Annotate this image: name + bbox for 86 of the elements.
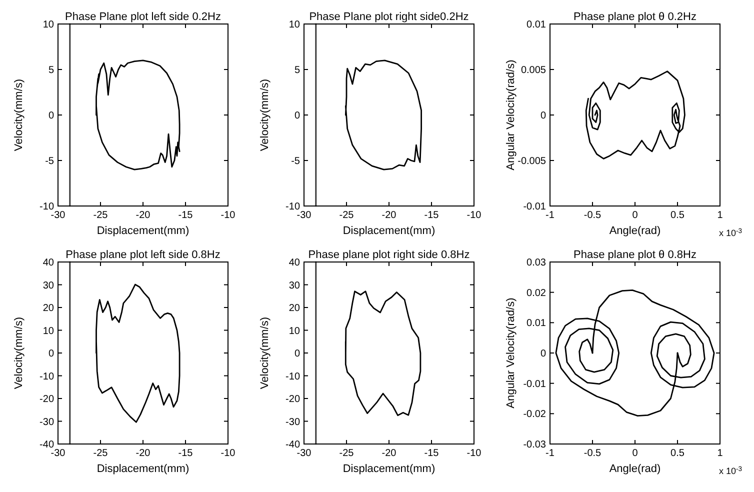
y-tick-label: -30	[40, 416, 54, 428]
x-tick-label: 0	[632, 448, 638, 459]
y-axis-title: Velocity(mm/s)	[259, 78, 271, 152]
y-tick-label: 0.02	[526, 288, 546, 299]
y-tick-label: 0	[540, 348, 546, 360]
y-tick-label: -0.005	[518, 156, 546, 167]
x-tick-label: -25	[339, 448, 354, 459]
x-axis-title: Displacement(mm)	[342, 463, 436, 475]
x-axis-title: Angle(rad)	[609, 463, 661, 475]
y-tick-label: -10	[286, 202, 300, 212]
y-tick-label: 30	[42, 280, 54, 292]
chart-title: Phase Plane plot right side0.2Hz	[309, 11, 469, 23]
x-tick-label: 1	[717, 448, 724, 459]
y-axis-title: Velocity(mm/s)	[13, 316, 25, 390]
y-tick-label: -20	[286, 394, 300, 405]
y-tick-label: -20	[40, 394, 54, 405]
chart-title: Phase plane plot right side 0.8Hz	[308, 249, 470, 261]
y-tick-label: 40	[288, 258, 300, 268]
x-tick-label: -20	[136, 448, 151, 459]
y-tick-label: 0.01	[526, 318, 546, 330]
y-axis-title: Angular Velocity(rad/s)	[505, 60, 517, 170]
text: x 10$^{-3}$	[718, 228, 742, 238]
y-tick-label: -5	[45, 156, 54, 167]
y-axis-title: Velocity(mm/s)	[259, 316, 271, 390]
y-tick-label: -0.01	[523, 378, 546, 390]
x-tick-label: 0.5	[670, 210, 685, 221]
y-tick-label: -10	[286, 371, 300, 382]
x-axis-title: Displacement(mm)	[342, 225, 436, 237]
chart-title: Phase plane plot θ 0.8Hz	[574, 249, 696, 261]
y-tick-label: -0.03	[523, 440, 546, 450]
y-tick-label: -30	[286, 416, 300, 428]
y-tick-label: 10	[288, 326, 300, 337]
y-tick-label: -40	[40, 440, 54, 450]
x-tick-label: 0	[632, 210, 638, 221]
y-tick-label: 20	[42, 303, 54, 314]
y-tick-label: 40	[42, 258, 54, 268]
x-tick-label: -25	[93, 448, 108, 459]
x-tick-label: -25	[93, 210, 108, 221]
x-tick-label: -20	[382, 210, 397, 221]
text: x 10$^{-3}$	[718, 466, 742, 476]
y-tick-label: -40	[286, 440, 300, 450]
y-tick-label: 10	[42, 326, 54, 337]
x-tick-label: -1	[546, 448, 555, 459]
y-tick-label: -10	[40, 371, 54, 382]
x-tick-label: -15	[424, 210, 440, 221]
y-tick-label: -0.02	[523, 409, 546, 420]
x-tick-label: -15	[424, 448, 440, 459]
x-tick-label: -0.5	[584, 448, 602, 459]
x-tick-label: -10	[220, 210, 236, 221]
y-tick-label: 0	[48, 110, 54, 122]
y-tick-label: 0	[48, 348, 54, 360]
chart-title: Phase plane plot θ 0.2Hz	[574, 11, 696, 23]
y-tick-label: -0.01	[523, 202, 546, 212]
x-tick-label: -20	[136, 210, 151, 221]
y-tick-label: 0	[294, 348, 300, 360]
x-axis-title: Displacement(mm)	[96, 225, 190, 237]
y-tick-label: 0	[294, 110, 300, 122]
y-tick-label: -10	[40, 202, 54, 212]
x-tick-label: -10	[220, 448, 236, 459]
chart-title: Phase plane plot left side 0.8Hz	[66, 249, 220, 261]
y-tick-label: 10	[288, 20, 300, 30]
y-tick-label: 0.03	[526, 258, 546, 268]
y-tick-label: 0	[540, 110, 546, 122]
x-tick-label: -1	[546, 210, 555, 221]
x-tick-label: -10	[466, 448, 482, 459]
chart-title: Phase Plane plot left side 0.2Hz	[65, 11, 221, 23]
x-tick-label: 0.5	[670, 448, 685, 459]
x-tick-label: -20	[382, 448, 397, 459]
y-tick-label: 5	[48, 65, 54, 76]
x-tick-label: 1	[717, 210, 724, 221]
y-tick-label: 5	[294, 65, 300, 76]
y-tick-label: 0.005	[520, 65, 546, 76]
x-axis-title: Displacement(mm)	[96, 463, 190, 475]
y-tick-label: 10	[42, 20, 54, 30]
x-tick-label: -15	[178, 448, 194, 459]
y-tick-label: 30	[288, 280, 300, 292]
x-tick-label: -15	[178, 210, 194, 221]
x-tick-label: -0.5	[584, 210, 602, 221]
x-tick-label: -10	[466, 210, 482, 221]
y-tick-label: -5	[291, 156, 300, 167]
y-tick-label: 0.01	[526, 20, 546, 30]
y-axis-title: Velocity(mm/s)	[13, 78, 25, 152]
y-axis-title: Angular Velocity(rad/s)	[505, 298, 517, 408]
y-tick-label: 20	[288, 303, 300, 314]
x-axis-title: Angle(rad)	[609, 225, 661, 237]
x-tick-label: -25	[339, 210, 354, 221]
